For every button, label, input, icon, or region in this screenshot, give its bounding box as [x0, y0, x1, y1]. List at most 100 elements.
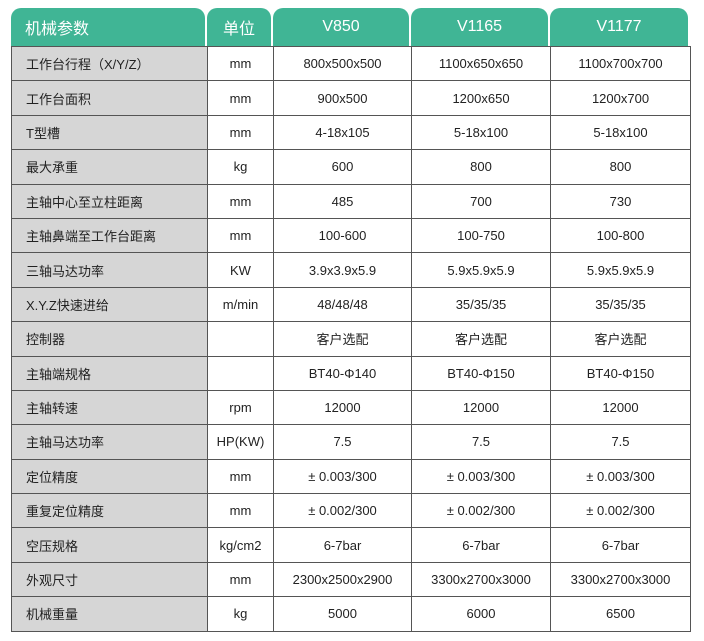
cell-v850: 4-18x105 — [273, 114, 412, 151]
table-row: 主轴马达功率 HP(KW) 7.5 7.5 7.5 — [11, 424, 691, 460]
cell-v1177: 6500 — [550, 596, 691, 632]
cell-v850: 48/48/48 — [273, 286, 412, 323]
cell-v1165: 5-18x100 — [411, 114, 551, 151]
cell-unit — [207, 321, 274, 357]
cell-unit — [207, 355, 274, 391]
cell-param: 机械重量 — [11, 596, 208, 632]
cell-v1165: 6-7bar — [411, 527, 551, 563]
cell-param: 主轴端规格 — [11, 355, 208, 391]
cell-unit: mm — [207, 114, 274, 151]
cell-unit: mm — [207, 217, 274, 254]
cell-unit: HP(KW) — [207, 424, 274, 460]
cell-v1177: 客户选配 — [550, 321, 691, 357]
cell-v1165: 800 — [411, 149, 551, 185]
cell-param: T型槽 — [11, 114, 208, 151]
cell-v1165: 35/35/35 — [411, 286, 551, 323]
cell-v1177: 7.5 — [550, 424, 691, 460]
header-v1177: V1177 — [550, 8, 688, 46]
cell-param: 工作台行程（X/Y/Z） — [11, 45, 208, 82]
cell-unit: mm — [207, 183, 274, 219]
cell-v850: 100-600 — [273, 217, 412, 254]
header-unit: 单位 — [207, 8, 271, 46]
cell-param: 主轴中心至立柱距离 — [11, 183, 208, 219]
cell-v850: BT40-Φ140 — [273, 355, 412, 391]
cell-param: 控制器 — [11, 321, 208, 357]
cell-v1165: 5.9x5.9x5.9 — [411, 252, 551, 288]
cell-v1177: ± 0.003/300 — [550, 458, 691, 495]
cell-param: 主轴转速 — [11, 389, 208, 426]
cell-unit: mm — [207, 561, 274, 598]
cell-v1165: 12000 — [411, 389, 551, 426]
cell-v850: 800x500x500 — [273, 45, 412, 82]
cell-v1165: 1200x650 — [411, 80, 551, 116]
header-row: 机械参数 单位 V850 V1165 V1177 — [11, 8, 690, 46]
table-row: 控制器 客户选配 客户选配 客户选配 — [11, 321, 691, 357]
cell-param: 最大承重 — [11, 149, 208, 185]
cell-unit: rpm — [207, 389, 274, 426]
table-row: 空压规格 kg/cm2 6-7bar 6-7bar 6-7bar — [11, 527, 691, 563]
cell-v850: 12000 — [273, 389, 412, 426]
cell-unit: mm — [207, 493, 274, 529]
cell-v850: 3.9x3.9x5.9 — [273, 252, 412, 288]
table-row: 机械重量 kg 5000 6000 6500 — [11, 596, 691, 632]
cell-v850: 600 — [273, 149, 412, 185]
cell-v1177: 12000 — [550, 389, 691, 426]
cell-unit: mm — [207, 458, 274, 495]
cell-v1177: 5-18x100 — [550, 114, 691, 151]
cell-v1177: 100-800 — [550, 217, 691, 254]
cell-v1165: 1100x650x650 — [411, 45, 551, 82]
cell-v1177: 3300x2700x3000 — [550, 561, 691, 598]
cell-v1165: BT40-Φ150 — [411, 355, 551, 391]
cell-v850: 900x500 — [273, 80, 412, 116]
cell-v1177: 6-7bar — [550, 527, 691, 563]
cell-v1165: ± 0.003/300 — [411, 458, 551, 495]
cell-v1177: BT40-Φ150 — [550, 355, 691, 391]
cell-v1165: ± 0.002/300 — [411, 493, 551, 529]
cell-unit: KW — [207, 252, 274, 288]
cell-v1177: 5.9x5.9x5.9 — [550, 252, 691, 288]
cell-v850: 7.5 — [273, 424, 412, 460]
cell-v850: 2300x2500x2900 — [273, 561, 412, 598]
cell-v850: ± 0.002/300 — [273, 493, 412, 529]
cell-v1177: 35/35/35 — [550, 286, 691, 323]
cell-unit: kg — [207, 596, 274, 632]
table-row: 工作台行程（X/Y/Z） mm 800x500x500 1100x650x650 110… — [11, 45, 691, 82]
cell-param: 主轴鼻端至工作台距离 — [11, 217, 208, 254]
cell-param: 工作台面积 — [11, 80, 208, 116]
cell-param: X.Y.Z快速进给 — [11, 286, 208, 323]
cell-unit: mm — [207, 80, 274, 116]
cell-v850: ± 0.003/300 — [273, 458, 412, 495]
cell-param: 主轴马达功率 — [11, 424, 208, 460]
header-v1165: V1165 — [411, 8, 548, 46]
cell-v850: 客户选配 — [273, 321, 412, 357]
cell-v850: 5000 — [273, 596, 412, 632]
cell-param: 空压规格 — [11, 527, 208, 563]
cell-v1165: 3300x2700x3000 — [411, 561, 551, 598]
table-row: 主轴端规格 BT40-Φ140 BT40-Φ150 BT40-Φ150 — [11, 355, 691, 391]
cell-unit: kg/cm2 — [207, 527, 274, 563]
cell-v1165: 客户选配 — [411, 321, 551, 357]
cell-v850: 6-7bar — [273, 527, 412, 563]
table-row: 主轴鼻端至工作台距离 mm 100-600 100-750 100-800 — [11, 217, 691, 254]
cell-v1165: 700 — [411, 183, 551, 219]
spec-table: 机械参数 单位 V850 V1165 V1177 工作台行程（X/Y/Z） mm 8… — [11, 8, 691, 632]
header-v850: V850 — [273, 8, 409, 46]
table-row: X.Y.Z快速进给 m/min 48/48/48 35/35/35 35/35/35 — [11, 286, 691, 323]
cell-v1177: ± 0.002/300 — [550, 493, 691, 529]
spec-body: 工作台行程（X/Y/Z） mm 800x500x500 1100x650x650 110… — [11, 45, 691, 632]
cell-unit: kg — [207, 149, 274, 185]
table-row: 三轴马达功率 KW 3.9x3.9x5.9 5.9x5.9x5.9 5.9x5.9x5.… — [11, 252, 691, 288]
cell-v850: 485 — [273, 183, 412, 219]
cell-v1165: 100-750 — [411, 217, 551, 254]
table-row: 重复定位精度 mm ± 0.002/300 ± 0.002/300 ± 0.002/30… — [11, 493, 691, 529]
cell-v1165: 7.5 — [411, 424, 551, 460]
table-row: 主轴中心至立柱距离 mm 485 700 730 — [11, 183, 691, 219]
table-row: T型槽 mm 4-18x105 5-18x100 5-18x100 — [11, 114, 691, 151]
cell-param: 外观尺寸 — [11, 561, 208, 598]
table-row: 定位精度 mm ± 0.003/300 ± 0.003/300 ± 0.003/300 — [11, 458, 691, 495]
cell-v1165: 6000 — [411, 596, 551, 632]
cell-v1177: 1200x700 — [550, 80, 691, 116]
table-row: 工作台面积 mm 900x500 1200x650 1200x700 — [11, 80, 691, 116]
cell-param: 三轴马达功率 — [11, 252, 208, 288]
header-param: 机械参数 — [11, 8, 205, 46]
